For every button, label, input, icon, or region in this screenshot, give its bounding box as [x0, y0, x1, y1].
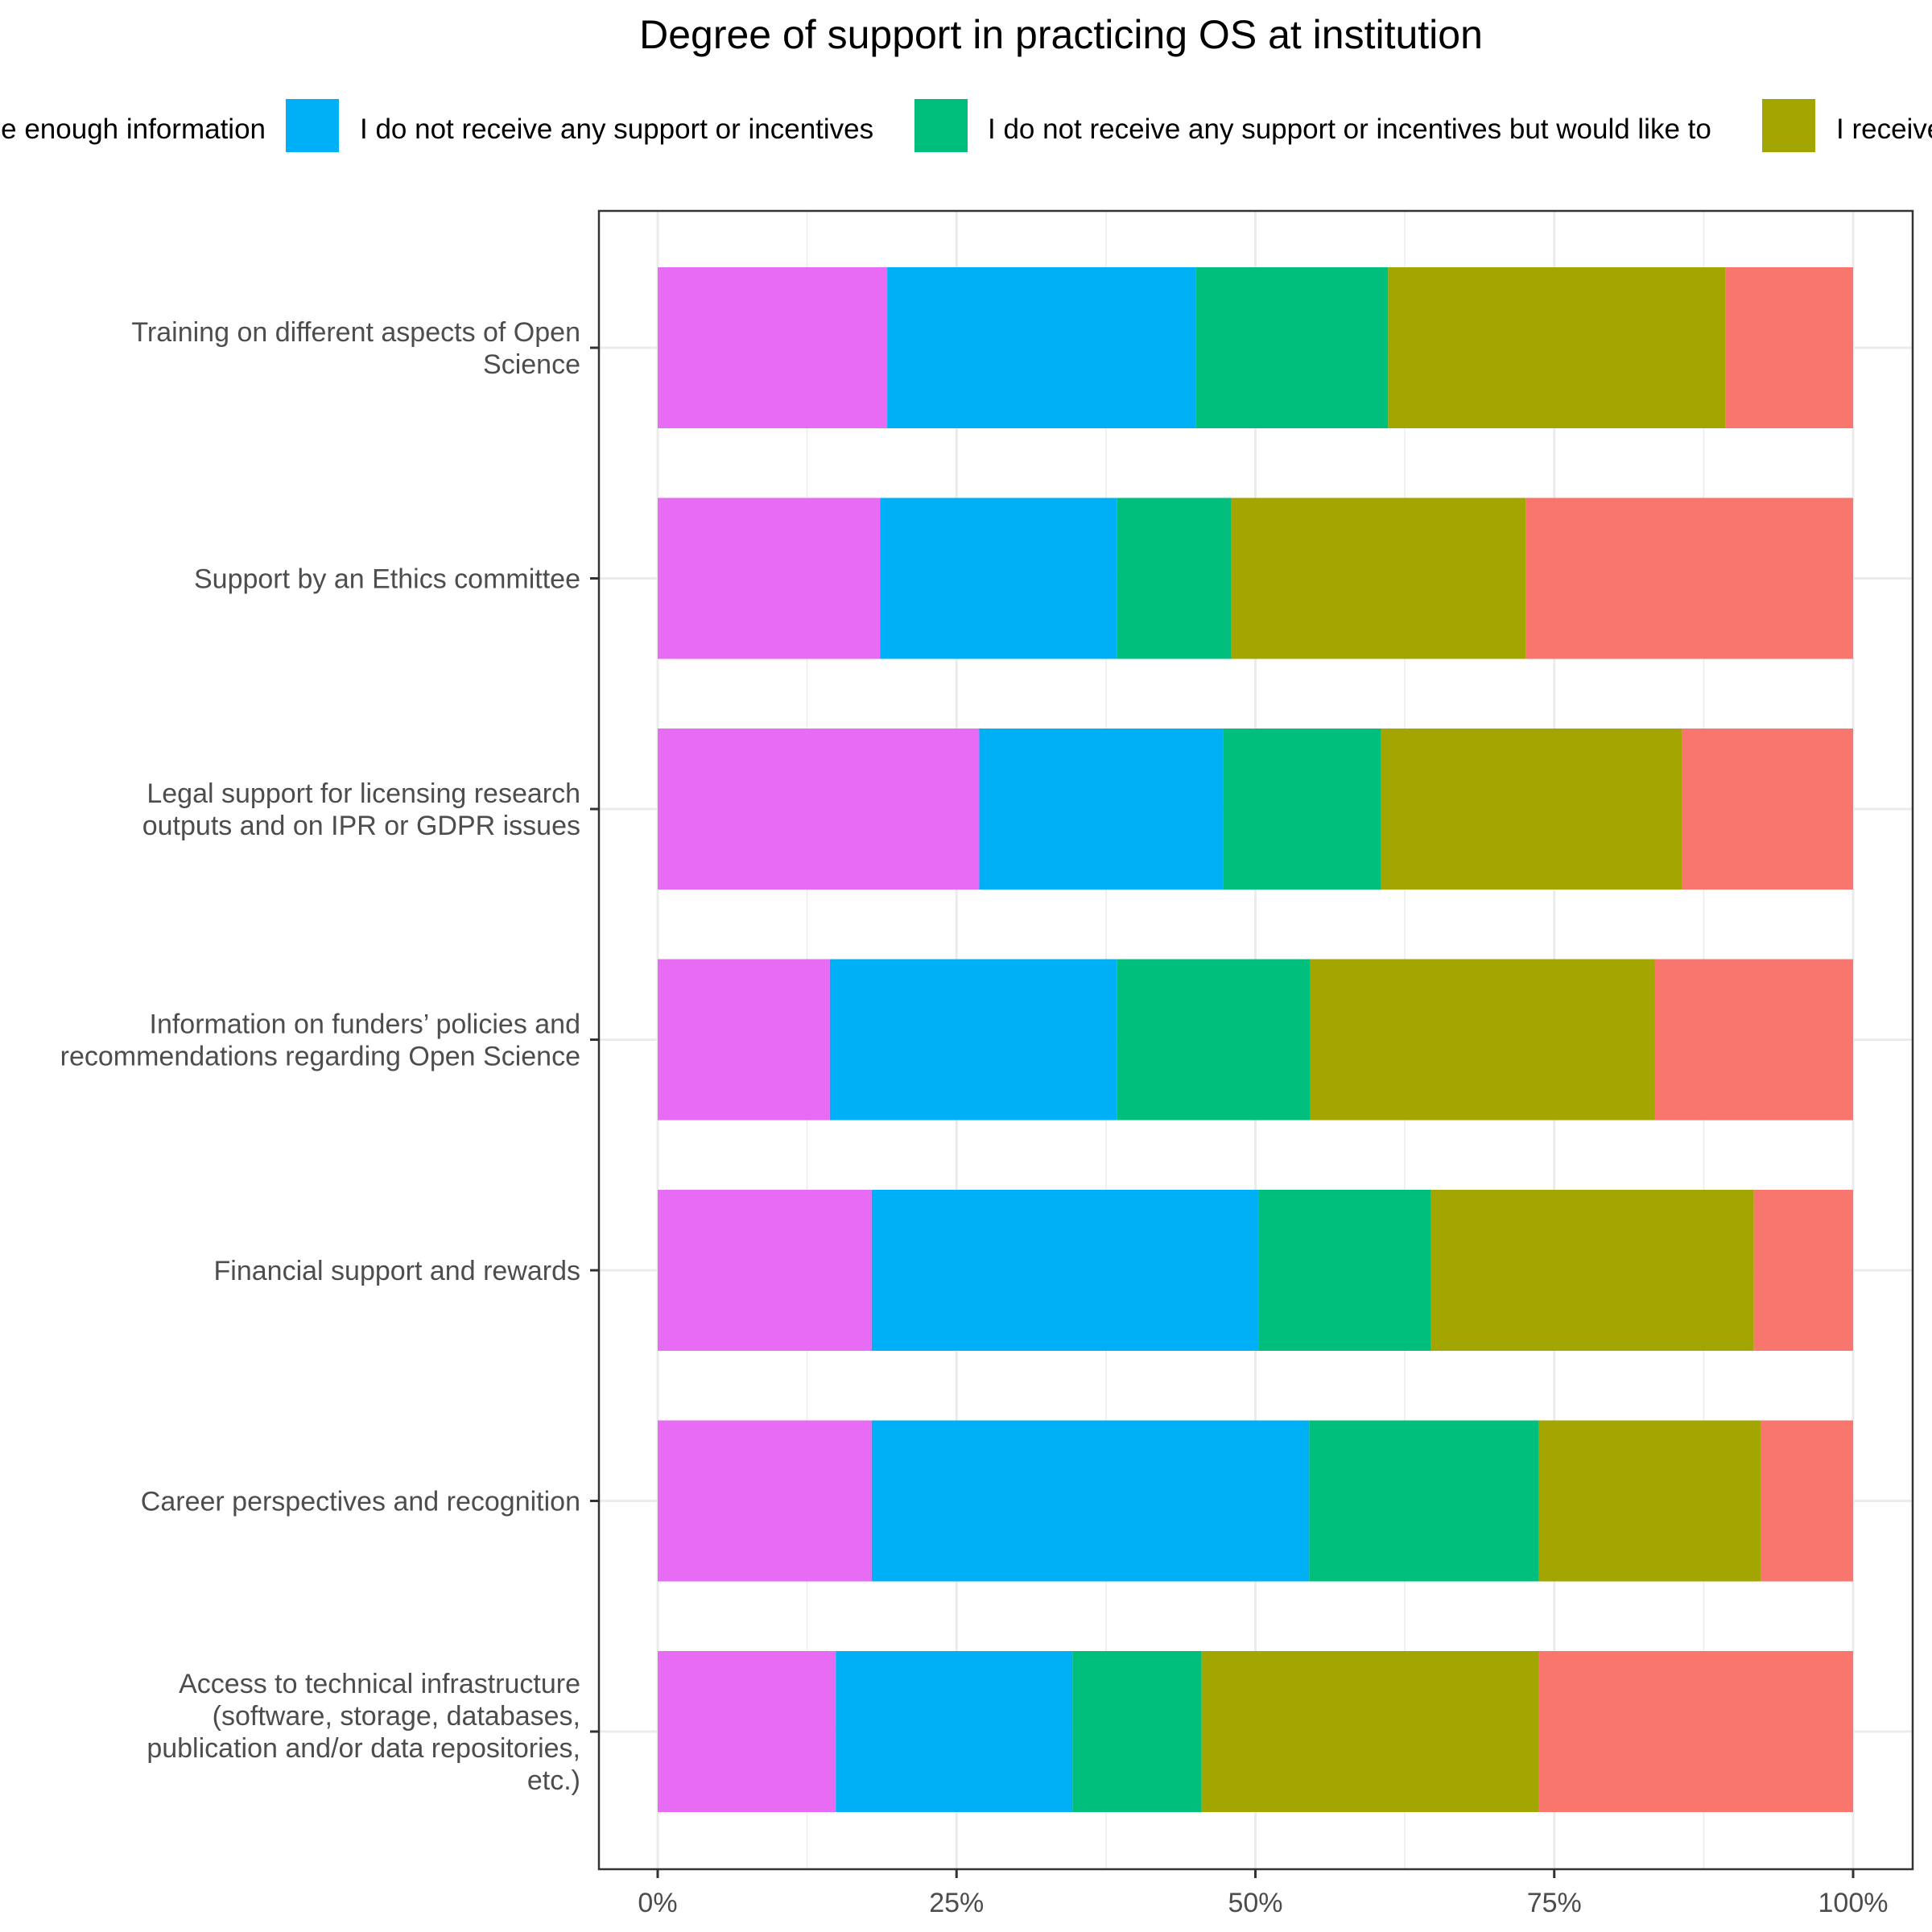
bar-segment [836, 1651, 1073, 1812]
x-tick-label: 50% [1228, 1888, 1282, 1918]
legend-key [914, 99, 968, 152]
category-label: Financial support and rewards [214, 1256, 580, 1286]
x-axis: 0% 25% 50% 75% 100% [638, 1869, 1888, 1918]
bar-segment [1201, 1651, 1539, 1812]
bars [658, 267, 1853, 1812]
bar-segment [1538, 1420, 1761, 1582]
bar-segment [1430, 1190, 1754, 1351]
bar-segment [658, 959, 830, 1121]
bar-segment [658, 267, 888, 428]
bar-segment [1258, 1190, 1431, 1351]
x-tick-label: 100% [1818, 1888, 1889, 1918]
category-label: Access to technical infrastructure (softw… [147, 1669, 580, 1796]
bar-segment [1223, 729, 1381, 890]
bar-segment [829, 959, 1117, 1121]
y-axis: Training on different aspects of Open Sci… [60, 317, 599, 1796]
legend-label: I do not receive any support or incentiv… [988, 114, 1711, 145]
category-label: Training on different aspects of Open Sci… [131, 317, 580, 380]
bar-segment [1753, 1190, 1853, 1351]
legend-key [286, 99, 339, 152]
x-tick-label: 75% [1527, 1888, 1582, 1918]
bar-segment [1072, 1651, 1202, 1812]
bar-segment [887, 267, 1196, 428]
legend: e enough information I do not receive any… [1, 99, 1932, 152]
bar-segment [658, 1651, 836, 1812]
category-label: Legal support for licensing research outp… [142, 778, 580, 841]
bar-segment [658, 497, 881, 659]
legend-label: e enough information [1, 114, 266, 145]
bar-segment [1654, 959, 1853, 1121]
bar-segment [658, 1190, 872, 1351]
legend-key [1762, 99, 1815, 152]
bar-segment [658, 1420, 872, 1582]
bar-segment [979, 729, 1224, 890]
bar-segment [1117, 497, 1232, 659]
bar-segment [1231, 497, 1526, 659]
bar-segment [1309, 1420, 1539, 1582]
x-tick-label: 0% [638, 1888, 677, 1918]
bar-segment [880, 497, 1117, 659]
category-label: Career perspectives and recognition [141, 1487, 580, 1517]
bar-segment [1117, 959, 1311, 1121]
bar-segment [1682, 729, 1853, 890]
bar-segment [871, 1420, 1310, 1582]
category-label: Support by an Ethics committee [194, 564, 580, 595]
legend-label: I do not receive any support or incentiv… [360, 114, 873, 145]
bar-segment [1310, 959, 1655, 1121]
bar-segment [1195, 267, 1389, 428]
bar-segment [658, 729, 980, 890]
x-tick-label: 25% [929, 1888, 984, 1918]
bar-segment [871, 1190, 1259, 1351]
bar-segment [1525, 497, 1853, 659]
bar-segment [1725, 267, 1853, 428]
bar-segment [1381, 729, 1682, 890]
chart-title: Degree of support in practicing OS at in… [639, 12, 1483, 57]
bar-segment [1538, 1651, 1853, 1812]
legend-label: I receive [1836, 114, 1932, 145]
bar-segment [1388, 267, 1726, 428]
category-label: Information on funders’ policies and reco… [60, 1009, 580, 1072]
bar-segment [1761, 1420, 1853, 1582]
